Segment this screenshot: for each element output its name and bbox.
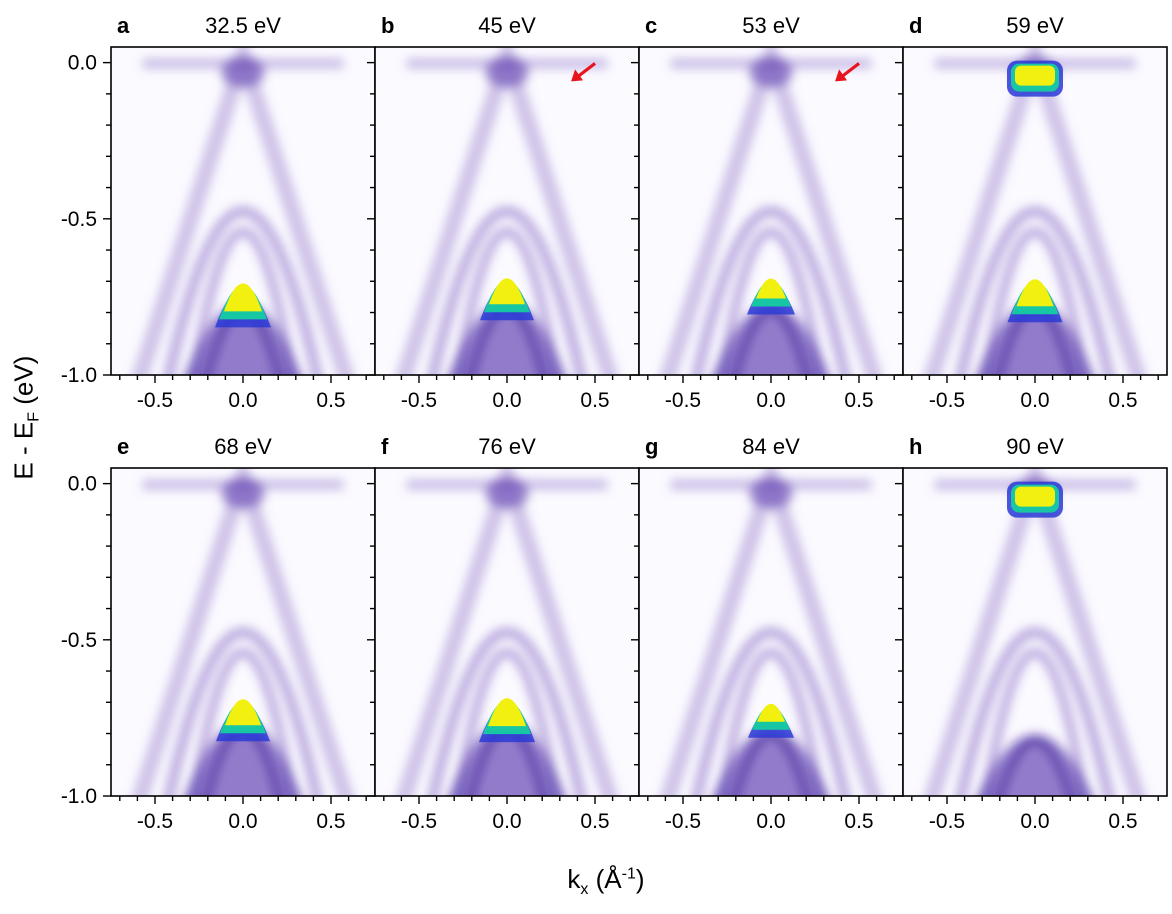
x-tick-label: 0.5 bbox=[580, 810, 609, 833]
panel-letter: c bbox=[645, 13, 657, 38]
x-tick-label: 0.0 bbox=[492, 389, 521, 412]
x-tick-label: 0.5 bbox=[1108, 810, 1137, 833]
y-tick-label: -0.5 bbox=[61, 208, 97, 231]
x-tick-label: -0.5 bbox=[137, 810, 173, 833]
x-tick-label: 0.0 bbox=[1020, 389, 1049, 412]
panel-d: -0.5 0.0 0.5 d 59 eV bbox=[895, 13, 1168, 412]
y-tick-label: -0.5 bbox=[61, 629, 97, 652]
x-axis-label: kx (Å-1) bbox=[567, 864, 645, 899]
panel-g: -0.5 0.0 0.5 g 84 eV bbox=[631, 434, 904, 833]
x-tick-label: 0.5 bbox=[316, 389, 345, 412]
x-tick-label: -0.5 bbox=[401, 389, 437, 412]
panel-letter: a bbox=[117, 13, 130, 38]
x-tick-label: -0.5 bbox=[665, 389, 701, 412]
x-tick-label: -0.5 bbox=[929, 810, 965, 833]
x-tick-label: 0.5 bbox=[316, 810, 345, 833]
panel-title: 76 eV bbox=[478, 434, 536, 459]
x-tick-label: 0.5 bbox=[580, 389, 609, 412]
intensity-map bbox=[375, 47, 639, 375]
x-tick-label: -0.5 bbox=[929, 389, 965, 412]
panel-letter: e bbox=[117, 434, 129, 459]
panel-c: -0.5 0.0 0.5 c 53 eV bbox=[631, 13, 904, 412]
x-tick-label: 0.0 bbox=[492, 810, 521, 833]
panel-letter: g bbox=[645, 434, 658, 459]
intensity-map bbox=[903, 47, 1167, 375]
x-tick-label: 0.0 bbox=[1020, 810, 1049, 833]
panel-b: -0.5 0.0 0.5 b 45 eV bbox=[367, 13, 640, 412]
x-tick-label: -0.5 bbox=[401, 810, 437, 833]
x-tick-label: 0.0 bbox=[228, 810, 257, 833]
intensity-map bbox=[111, 468, 375, 796]
panel-a: -0.5 0.0 0.5 0.0 -0.5 -1.0 a 32.5 eV bbox=[61, 13, 376, 412]
x-tick-label: 0.0 bbox=[756, 810, 785, 833]
panel-title: 59 eV bbox=[1006, 13, 1064, 38]
panel-title: 45 eV bbox=[478, 13, 536, 38]
intensity-map bbox=[111, 47, 375, 375]
panel-f: -0.5 0.0 0.5 f 76 eV bbox=[367, 434, 640, 833]
y-tick-label: 0.0 bbox=[68, 473, 97, 496]
x-tick-label: 0.5 bbox=[844, 389, 873, 412]
x-tick-label: -0.5 bbox=[137, 389, 173, 412]
intensity-map bbox=[375, 468, 639, 796]
panel-h: -0.5 0.0 0.5 h 90 eV bbox=[895, 434, 1168, 833]
panel-title: 90 eV bbox=[1006, 434, 1064, 459]
intensity-map bbox=[639, 47, 903, 375]
panel-e: -0.5 0.0 0.5 0.0 -0.5 -1.0 e 68 eV bbox=[61, 434, 376, 833]
x-tick-label: 0.5 bbox=[844, 810, 873, 833]
panel-title: 68 eV bbox=[214, 434, 272, 459]
intensity-map bbox=[639, 468, 903, 796]
panel-letter: d bbox=[909, 13, 922, 38]
panel-letter: h bbox=[909, 434, 922, 459]
x-tick-label: -0.5 bbox=[665, 810, 701, 833]
panel-letter: b bbox=[381, 13, 394, 38]
y-tick-label: 0.0 bbox=[68, 52, 97, 75]
red-arrow bbox=[835, 62, 861, 82]
x-tick-label: 0.0 bbox=[756, 389, 785, 412]
panel-title: 53 eV bbox=[742, 13, 800, 38]
y-axis-label: E - EF (eV) bbox=[8, 355, 43, 480]
panel-title: 84 eV bbox=[742, 434, 800, 459]
y-tick-label: -1.0 bbox=[61, 364, 97, 387]
panel-title: 32.5 eV bbox=[205, 13, 281, 38]
red-arrow bbox=[571, 62, 597, 82]
y-tick-label: -1.0 bbox=[61, 785, 97, 808]
intensity-map bbox=[903, 468, 1167, 796]
panels-group: -0.5 0.0 0.5 0.0 -0.5 -1.0 a 32.5 eV -0.5 0.0 0.5 b… bbox=[61, 13, 1168, 833]
x-tick-label: 0.0 bbox=[228, 389, 257, 412]
x-tick-label: 0.5 bbox=[1108, 389, 1137, 412]
panel-letter: f bbox=[381, 434, 389, 459]
